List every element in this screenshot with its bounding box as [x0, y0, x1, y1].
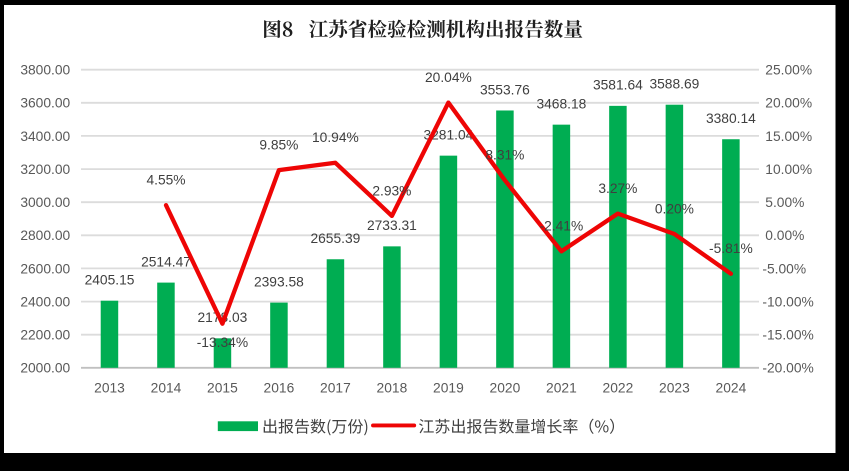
- svg-text:3000.00: 3000.00: [20, 195, 70, 210]
- svg-text:25.00%: 25.00%: [765, 63, 812, 78]
- svg-text:8.31%: 8.31%: [485, 148, 524, 163]
- svg-text:2023: 2023: [659, 380, 690, 395]
- svg-text:20.00%: 20.00%: [765, 96, 812, 111]
- svg-text:3468.18: 3468.18: [536, 97, 586, 112]
- svg-text:3400.00: 3400.00: [20, 129, 70, 144]
- svg-text:-13.34%: -13.34%: [197, 335, 248, 350]
- svg-text:2020: 2020: [490, 380, 521, 395]
- svg-text:4.55%: 4.55%: [146, 173, 185, 188]
- svg-text:2405.15: 2405.15: [85, 273, 135, 288]
- svg-text:20.04%: 20.04%: [425, 70, 472, 85]
- svg-text:2800.00: 2800.00: [20, 228, 70, 243]
- svg-text:3588.69: 3588.69: [649, 77, 699, 92]
- svg-text:3581.64: 3581.64: [593, 78, 643, 93]
- svg-text:3800.00: 3800.00: [20, 63, 70, 78]
- svg-text:2514.47: 2514.47: [141, 255, 191, 270]
- svg-text:2655.39: 2655.39: [310, 231, 360, 246]
- svg-text:0.00%: 0.00%: [765, 228, 804, 243]
- svg-text:2013: 2013: [94, 380, 125, 395]
- svg-text:-10.00%: -10.00%: [762, 294, 813, 309]
- svg-text:3380.14: 3380.14: [706, 111, 756, 126]
- svg-text:3600.00: 3600.00: [20, 96, 70, 111]
- svg-text:2400.00: 2400.00: [20, 294, 70, 309]
- svg-text:-15.00%: -15.00%: [762, 328, 813, 343]
- svg-text:2024: 2024: [716, 380, 747, 395]
- svg-text:2022: 2022: [603, 380, 634, 395]
- svg-text:2733.31: 2733.31: [367, 218, 417, 233]
- svg-text:2019: 2019: [433, 380, 464, 395]
- svg-text:15.00%: 15.00%: [765, 129, 812, 144]
- svg-text:2000.00: 2000.00: [20, 361, 70, 376]
- svg-text:-2.41%: -2.41%: [540, 219, 584, 234]
- svg-text:2016: 2016: [264, 380, 295, 395]
- svg-text:3.27%: 3.27%: [598, 181, 637, 196]
- svg-text:2393.58: 2393.58: [254, 275, 304, 290]
- svg-text:2.93%: 2.93%: [372, 183, 411, 198]
- svg-text:-20.00%: -20.00%: [762, 361, 813, 376]
- svg-text:2018: 2018: [377, 380, 408, 395]
- svg-text:2600.00: 2600.00: [20, 261, 70, 276]
- svg-text:10.94%: 10.94%: [312, 130, 359, 145]
- svg-text:3200.00: 3200.00: [20, 162, 70, 177]
- svg-text:10.00%: 10.00%: [765, 162, 812, 177]
- svg-text:-5.81%: -5.81%: [709, 241, 753, 256]
- svg-text:2200.00: 2200.00: [20, 328, 70, 343]
- svg-text:5.00%: 5.00%: [765, 195, 804, 210]
- svg-text:2014: 2014: [151, 380, 182, 395]
- svg-text:9.85%: 9.85%: [259, 137, 298, 152]
- svg-text:3553.76: 3553.76: [480, 82, 530, 97]
- svg-text:-5.00%: -5.00%: [762, 261, 806, 276]
- svg-text:2015: 2015: [207, 380, 238, 395]
- svg-text:2017: 2017: [320, 380, 351, 395]
- svg-text:0.20%: 0.20%: [655, 201, 694, 216]
- svg-text:2021: 2021: [546, 380, 577, 395]
